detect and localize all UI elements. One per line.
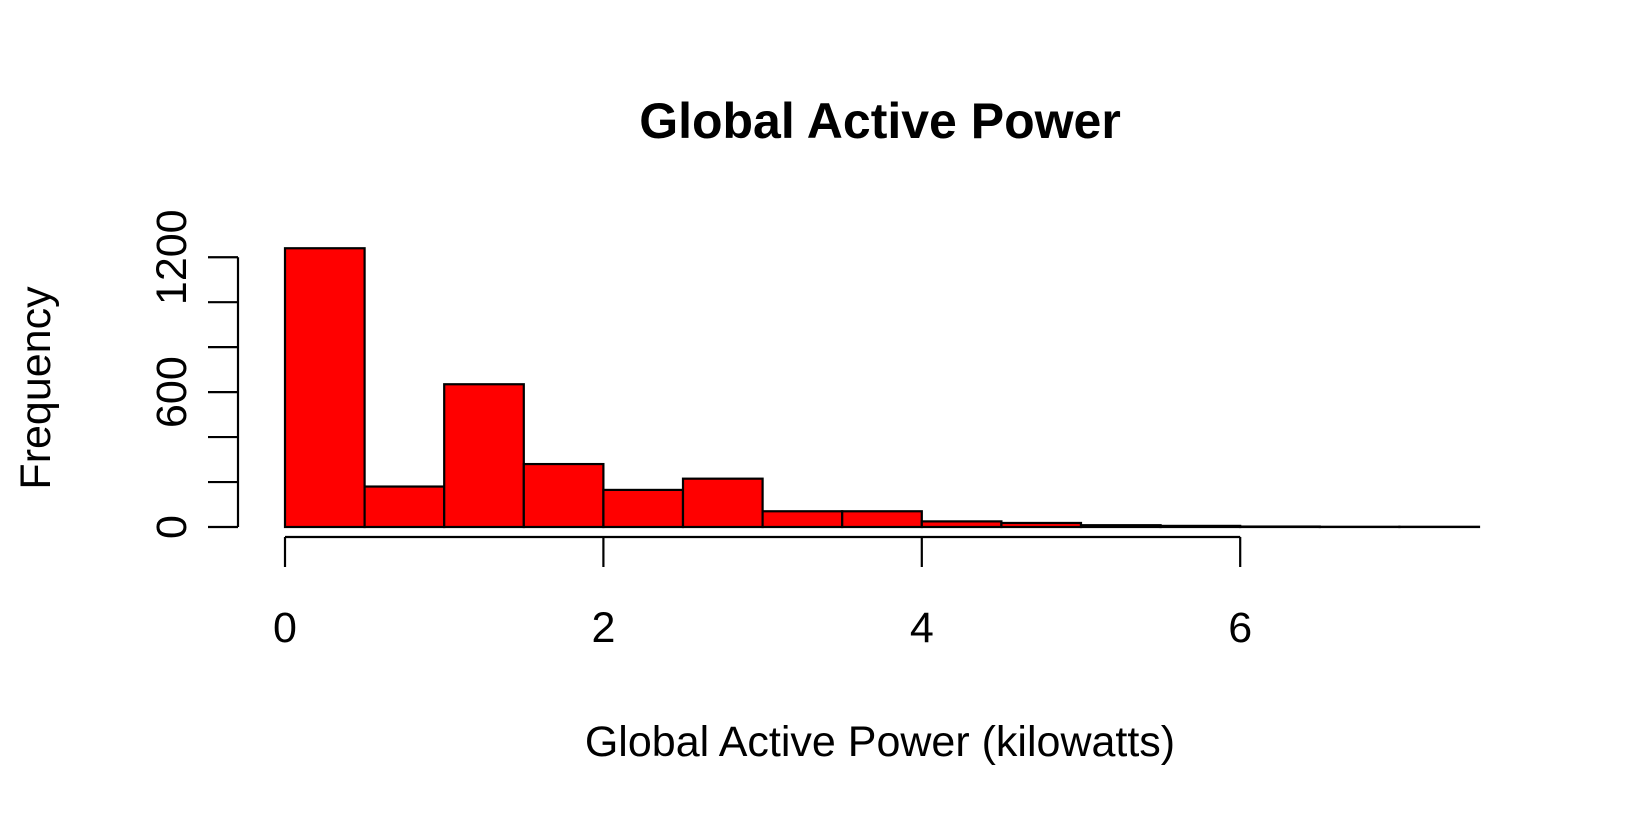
histogram-bar-11 [1159, 524, 1242, 529]
histogram-bar-1 [363, 485, 446, 529]
x-tick-label-2: 2 [591, 604, 615, 652]
y-tick-label-1200: 1200 [148, 209, 196, 305]
x-axis-label: Global Active Power (kilowatts) [585, 718, 1175, 766]
histogram-bar-10 [1079, 524, 1162, 529]
histogram-bar-2 [443, 383, 525, 529]
histogram-bar-8 [920, 520, 1003, 529]
y-tick-label-600: 600 [148, 356, 196, 428]
x-tick-label-4: 4 [910, 604, 934, 652]
histogram-bar-7 [841, 510, 923, 529]
y-axis: 0 600 1200 [148, 209, 240, 539]
x-tick-label-0: 0 [273, 604, 297, 652]
histogram-bar-9 [1000, 521, 1083, 529]
y-axis-label: Frequency [12, 286, 60, 490]
histogram-bar-6 [761, 510, 844, 529]
chart-title: Global Active Power [639, 93, 1121, 149]
y-tick-label-0: 0 [148, 515, 196, 539]
histogram-bar-3 [522, 462, 605, 529]
x-axis: 0 2 4 6 [273, 535, 1252, 652]
histogram-bar-4 [602, 488, 685, 529]
histogram-bar-5 [681, 477, 764, 529]
histogram-bar-0 [283, 247, 366, 529]
x-tick-label-6: 6 [1228, 604, 1252, 652]
bars-layer [283, 247, 1481, 529]
